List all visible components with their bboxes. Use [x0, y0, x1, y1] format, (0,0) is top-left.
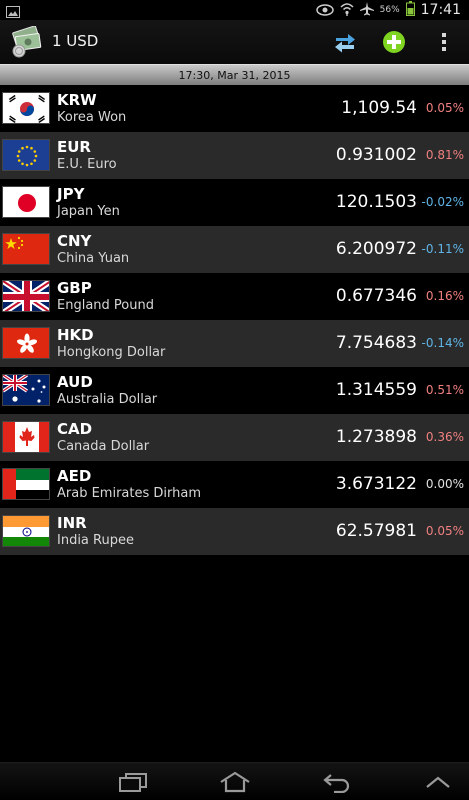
exchange-rate: 1,109.54: [341, 98, 417, 118]
percent-change: 0.51%: [425, 383, 464, 397]
currency-name: Australia Dollar: [57, 392, 158, 407]
currency-row[interactable]: KRW Korea Won 1,109.54 0.05%: [0, 85, 469, 132]
currency-name: Korea Won: [57, 110, 127, 125]
battery-icon: [405, 0, 415, 20]
currency-name: Arab Emirates Dirham: [57, 486, 201, 501]
percent-change: -0.11%: [421, 242, 464, 256]
up-chevron-icon[interactable]: [418, 769, 458, 795]
system-navigation-bar: [0, 762, 469, 800]
update-timestamp: 17:30, Mar 31, 2015: [178, 68, 291, 82]
currency-name: Japan Yen: [57, 204, 120, 219]
base-currency-title[interactable]: 1 USD: [52, 32, 99, 50]
status-bar: 56% 17:41: [0, 0, 469, 20]
clock: 17:41: [420, 2, 461, 18]
currency-code: AUD: [57, 373, 93, 391]
exchange-rate: 1.314559: [335, 380, 417, 400]
percent-change: 0.36%: [425, 430, 464, 444]
swap-icon[interactable]: [330, 28, 360, 56]
home-icon[interactable]: [215, 769, 255, 795]
china-flag-icon: [2, 233, 50, 265]
currency-row[interactable]: GBP England Pound 0.677346 0.16%: [0, 273, 469, 320]
currency-row[interactable]: INR India Rupee 62.57981 0.05%: [0, 508, 469, 555]
update-timestamp-bar: 17:30, Mar 31, 2015: [0, 64, 469, 85]
currency-name: Canada Dollar: [57, 439, 150, 454]
wifi-icon: [340, 1, 354, 20]
image-icon: [6, 3, 20, 22]
currency-row[interactable]: AED Arab Emirates Dirham 3.673122 0.00%: [0, 461, 469, 508]
currency-row[interactable]: CAD Canada Dollar 1.273898 0.36%: [0, 414, 469, 461]
exchange-rate: 120.1503: [335, 192, 417, 212]
percent-change: -0.02%: [421, 195, 464, 209]
percent-change: 0.05%: [425, 101, 464, 115]
back-icon[interactable]: [317, 769, 357, 795]
currency-row[interactable]: EUR E.U. Euro 0.931002 0.81%: [0, 132, 469, 179]
currency-row[interactable]: JPY Japan Yen 120.1503 -0.02%: [0, 179, 469, 226]
hong-kong-flag-icon: [2, 327, 50, 359]
currency-code: CNY: [57, 232, 92, 250]
currency-code: AED: [57, 467, 92, 485]
currency-name: E.U. Euro: [57, 157, 117, 172]
currency-name: China Yuan: [57, 251, 130, 266]
currency-code: JPY: [57, 185, 85, 203]
india-flag-icon: [2, 515, 50, 547]
exchange-rate: 1.273898: [335, 427, 417, 447]
exchange-rate: 3.673122: [335, 474, 417, 494]
european-union-flag-icon: [2, 139, 50, 171]
exchange-rate: 0.677346: [335, 286, 417, 306]
recent-apps-icon[interactable]: [113, 769, 153, 795]
exchange-rate: 6.200972: [335, 239, 417, 259]
percent-change: -0.14%: [421, 336, 464, 350]
currency-code: GBP: [57, 279, 92, 297]
currency-name: England Pound: [57, 298, 154, 313]
eye-icon: [315, 1, 334, 20]
currency-code: KRW: [57, 91, 97, 109]
currency-code: EUR: [57, 138, 91, 156]
currency-name: India Rupee: [57, 533, 134, 548]
add-icon[interactable]: [379, 28, 409, 56]
exchange-rate: 0.931002: [335, 145, 417, 165]
airplane-mode-icon: [359, 1, 374, 20]
percent-change: 0.16%: [425, 289, 464, 303]
canada-flag-icon: [2, 421, 50, 453]
action-bar: 1 USD: [0, 20, 469, 84]
percent-change: 0.05%: [425, 524, 464, 538]
exchange-rate: 62.57981: [335, 521, 417, 541]
currency-code: HKD: [57, 326, 94, 344]
australia-flag-icon: [2, 374, 50, 406]
exchange-rate: 7.754683: [335, 333, 417, 353]
currency-row[interactable]: HKD Hongkong Dollar 7.754683 -0.14%: [0, 320, 469, 367]
uae-flag-icon: [2, 468, 50, 500]
currency-row[interactable]: CNY China Yuan 6.200972 -0.11%: [0, 226, 469, 273]
united-kingdom-flag-icon: [2, 280, 50, 312]
percent-change: 0.81%: [425, 148, 464, 162]
currency-money-icon: [10, 25, 44, 58]
south-korea-flag-icon: [2, 92, 50, 124]
currency-code: CAD: [57, 420, 93, 438]
currency-row[interactable]: AUD Australia Dollar 1.314559 0.51%: [0, 367, 469, 414]
currency-code: INR: [57, 514, 87, 532]
currency-name: Hongkong Dollar: [57, 345, 166, 360]
currency-list: KRW Korea Won 1,109.54 0.05% EUR E.U. Eu…: [0, 85, 469, 555]
battery-percent: 56%: [379, 5, 400, 15]
overflow-menu-icon[interactable]: [429, 28, 459, 56]
japan-flag-icon: [2, 186, 50, 218]
percent-change: 0.00%: [425, 477, 464, 491]
